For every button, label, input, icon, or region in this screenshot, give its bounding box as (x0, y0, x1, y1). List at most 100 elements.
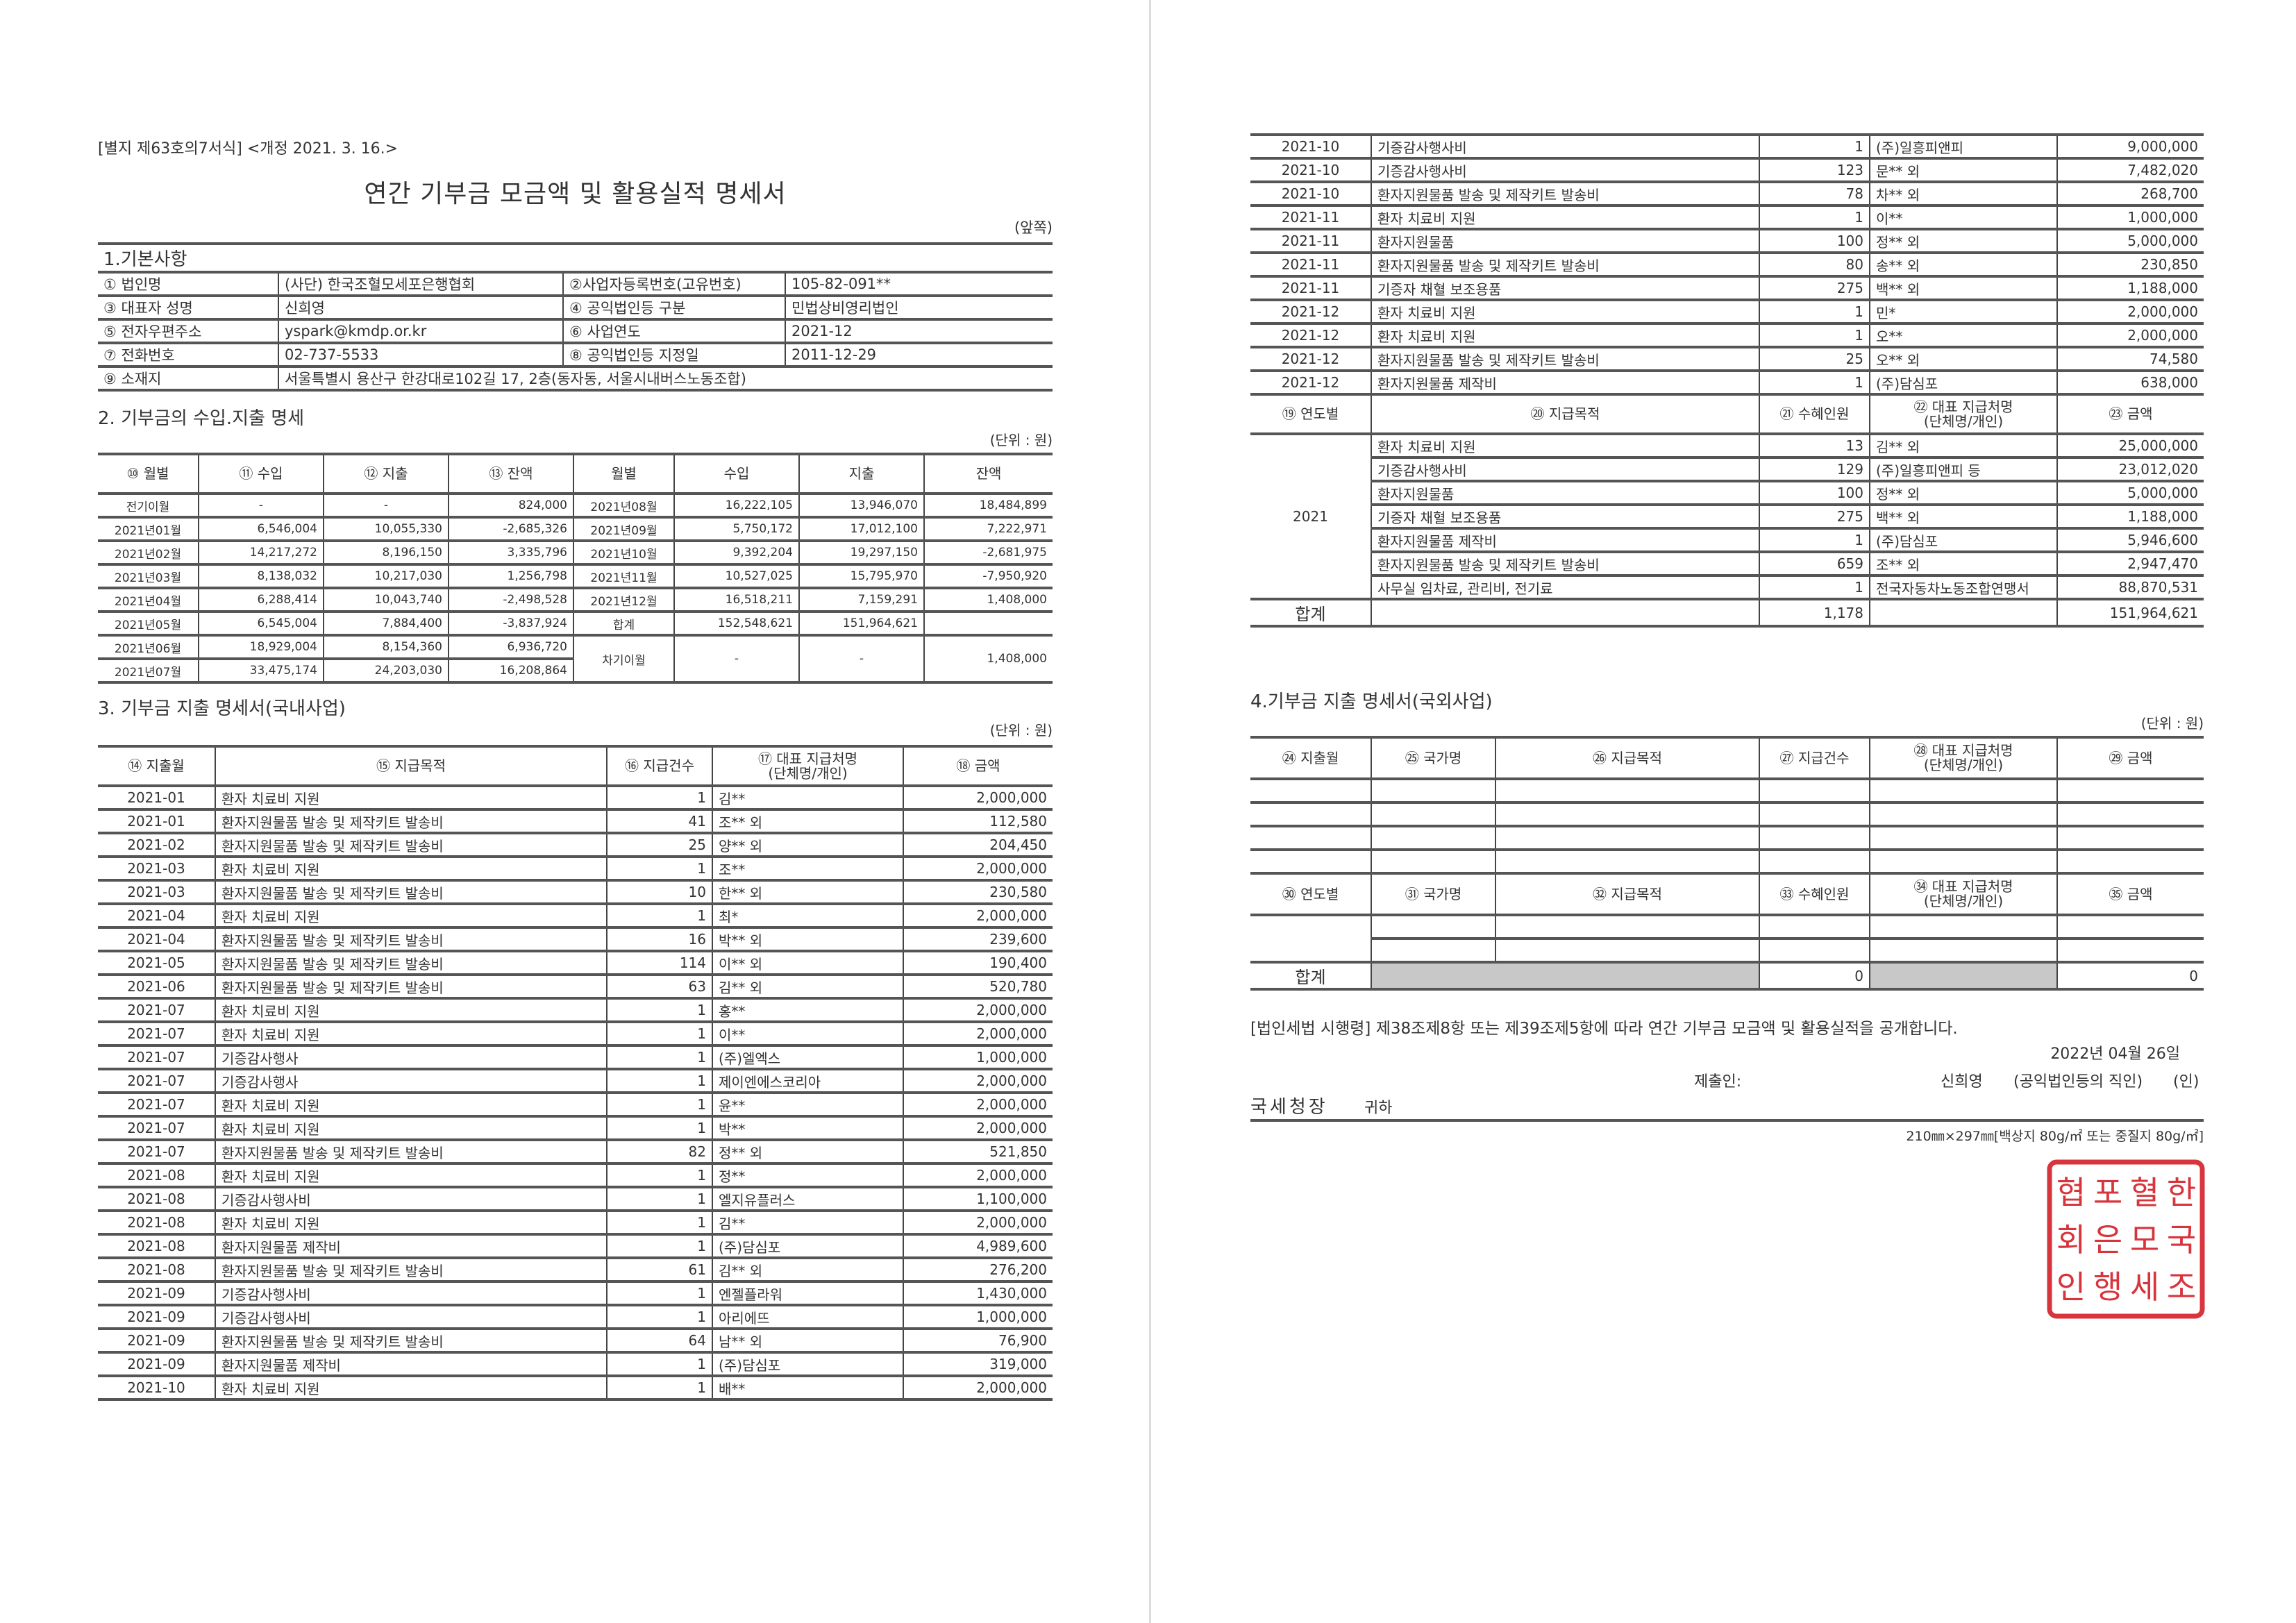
table-cell (1371, 848, 1496, 875)
table-cell: 10,043,740 (323, 587, 449, 613)
table-cell: 1,000,000 (2056, 204, 2204, 230)
column-header: 월별 (573, 453, 675, 495)
table-cell: 1 (606, 1374, 713, 1401)
table-cell: 기증감사행사비 (215, 1304, 607, 1330)
address-value: 서울특별시 용산구 한강대로102길 17, 2층(동자동, 서울시내버스노동조… (278, 365, 1053, 392)
table-cell: 15,795,970 (798, 563, 925, 589)
table-cell: 김** 외 (712, 1256, 904, 1283)
table-cell: 2021-06 (98, 973, 216, 1000)
table-cell: 환자 치료비 지원 (1371, 204, 1760, 230)
table-cell: 239,600 (903, 926, 1053, 952)
field-value: 2021-12 (785, 318, 1053, 344)
table-cell: 10,217,030 (323, 563, 449, 589)
column-header: ㉑ 수혜인원 (1759, 393, 1870, 435)
table-cell: 정** 외 (1869, 480, 2058, 506)
header-label: ㉕ 국가명 (1405, 749, 1462, 766)
table-cell: 환자지원물품 (1371, 480, 1760, 506)
income-expense-table: ⑩ 월별 ⑪ 수입 ⑫ 지출 ⑬ 잔액 월별 수입 지출 잔액 전기이월 - -824,000 202… (98, 453, 1053, 684)
table-cell (1250, 777, 1372, 804)
table-cell: 정** (712, 1162, 904, 1188)
table-cell: 기증감사행사 (215, 1068, 607, 1094)
table-row: 2021-07 환자 치료비 지원 1 홍** 2,000,000 (98, 997, 1053, 1023)
table-cell: 129 (1759, 456, 1870, 482)
table-cell (1759, 801, 1870, 827)
header-label: ㉛ 국가명 (1405, 885, 1462, 902)
table-row: 전기이월 - -824,000 2021년08월 16,222,105 13,946,07… (98, 492, 1053, 519)
table-cell: 환자 치료비 지원 (215, 902, 607, 929)
table-cell: 환자지원물품 발송 및 제작키트 발송비 (215, 808, 607, 834)
table-cell: 2,000,000 (903, 902, 1053, 929)
table-cell: 1 (606, 1351, 713, 1377)
table-cell: 2021-03 (98, 879, 216, 905)
table-cell: 2,000,000 (903, 1068, 1053, 1094)
column-header: 수입 (673, 453, 800, 495)
table-cell: - (198, 492, 324, 519)
stamp-glyph: 협 (2056, 1174, 2086, 1211)
table-row: 2021-07 기증감사행사 1 (주)엘엑스 1,000,000 (98, 1044, 1053, 1070)
table-cell: 100 (1759, 228, 1870, 254)
table-cell (1869, 937, 2058, 964)
table-cell: 1 (606, 997, 713, 1023)
table-cell: 김** 외 (1869, 432, 2058, 459)
table-row: 기증자 채혈 보조용품 275 백** 외 1,188,000 (1250, 503, 2204, 530)
table-cell (1869, 848, 2058, 875)
table-cell (1371, 937, 1496, 964)
table-cell: 2021-07 (98, 1138, 216, 1165)
table-cell: 박** 외 (712, 926, 904, 952)
header-label: ㉑ 수혜인원 (1779, 405, 1850, 422)
table-cell: 1 (606, 855, 713, 882)
table-cell: 63 (606, 973, 713, 1000)
table-cell: 520,780 (903, 973, 1053, 1000)
table-cell: 7,222,971 (923, 516, 1053, 542)
domestic-expense-table: ⑭ 지출월 ⑮ 지급목적 ⑯ 지급건수 ⑰ 대표 지급처명 (단체명/개인) ⑱ 금액 2… (98, 745, 1053, 1401)
recipient-suffix: 귀하 (1364, 1100, 1393, 1117)
stamp-glyph: 국 (2167, 1221, 2196, 1259)
table-row: 2021-09 환자지원물품 발송 및 제작키트 발송비 64 남** 외 76,900 (98, 1327, 1053, 1354)
table-cell (1759, 848, 1870, 875)
table-cell: 9,392,204 (673, 539, 800, 566)
table-cell (1495, 777, 1760, 804)
table-cell (1759, 937, 1870, 964)
table-cell: 환자 치료비 지원 (215, 1209, 607, 1236)
column-header: ㉓ 금액 (2056, 393, 2204, 435)
table-cell: 7,482,020 (2056, 157, 2204, 183)
table-cell: 2,000,000 (903, 1115, 1053, 1141)
table-cell: 홍** (712, 997, 904, 1023)
table-cell: 1,408,000 (923, 587, 1053, 613)
section2-title: 2. 기부금의 수입.지출 명세 (98, 408, 305, 429)
column-header: ㉜ 지급목적 (1495, 872, 1760, 916)
table-row: 2021-05 환자지원물품 발송 및 제작키트 발송비 114 이** 외 190,4… (98, 950, 1053, 976)
summary-year: 2021 (1250, 432, 1372, 600)
table-cell (1371, 801, 1496, 827)
empty-row (1250, 825, 2204, 851)
table-cell: 9,000,000 (2056, 133, 2204, 160)
table-cell: 윤** (712, 1091, 904, 1118)
header-label: ㉒ 대표 지급처명 (단체명/개인) (1913, 398, 2013, 430)
column-header: ⑩ 월별 (98, 453, 199, 495)
stamp-glyph: 은 (2093, 1221, 2122, 1259)
table-row: 2021-10 환자지원물품 발송 및 제작키트 발송비 78 차** 외 268,70… (1250, 180, 2204, 207)
header-label: ㉖ 지급목적 (1593, 749, 1662, 766)
table-cell: 2021-07 (98, 1068, 216, 1094)
table-cell: -3,837,924 (448, 610, 574, 637)
table-cell: 2021-03 (98, 855, 216, 882)
table-cell: 25 (1759, 346, 1870, 372)
section3-title: 3. 기부금 지출 명세서(국내사업) (98, 698, 346, 719)
header-label: ㉟ 금액 (2109, 885, 2153, 902)
table-cell: 합계 (573, 610, 675, 637)
seal-mark: (인) (2173, 1073, 2199, 1091)
table-cell: 19,297,150 (798, 539, 925, 566)
table-cell: 기증감사행사비 (215, 1280, 607, 1306)
table-cell (1250, 914, 1372, 964)
field-value: yspark@kmdp.or.kr (278, 318, 564, 344)
table-cell: 2021-09 (98, 1351, 216, 1377)
table-cell (2056, 848, 2204, 875)
table-cell: 4,989,600 (903, 1233, 1053, 1259)
table-cell: 2021년11월 (573, 563, 675, 589)
field-label: ⑦ 전화번호 (98, 342, 279, 368)
table-cell: 기증감사행사비 (1371, 157, 1760, 183)
table-cell: 2021-08 (98, 1186, 216, 1212)
page-divider (1149, 0, 1151, 1623)
table-cell (1250, 825, 1372, 851)
table-cell: 오** 외 (1869, 346, 2058, 372)
